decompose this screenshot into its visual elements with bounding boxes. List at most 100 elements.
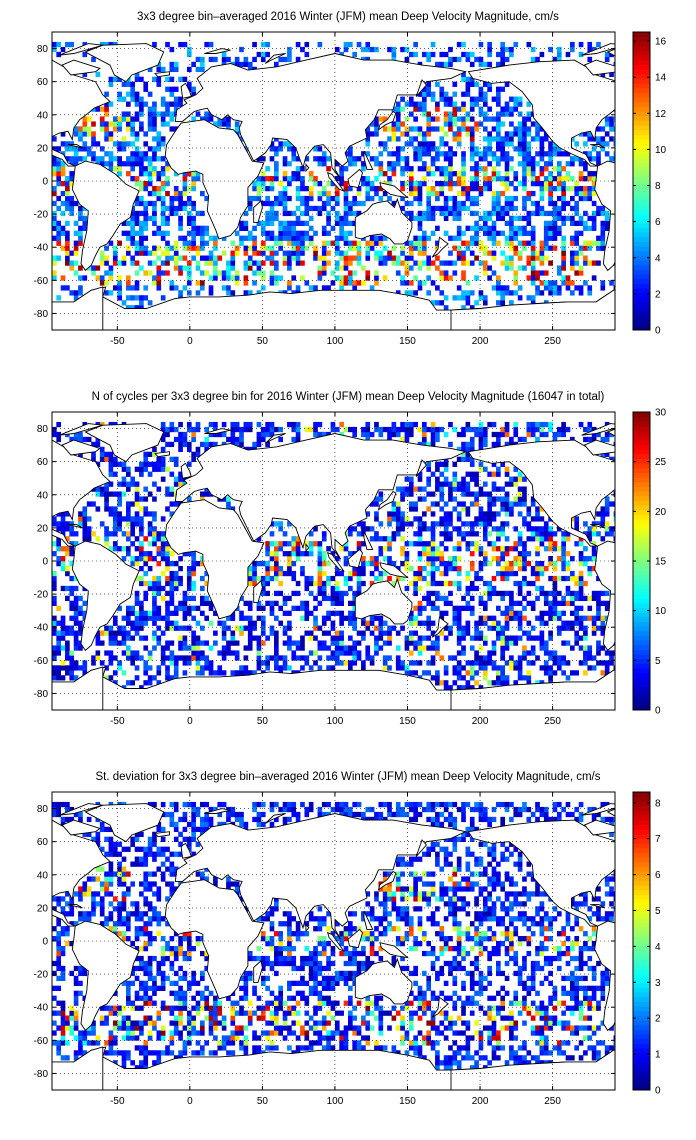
data-bin <box>578 190 584 197</box>
data-bin <box>613 511 615 517</box>
data-bin <box>391 56 397 63</box>
data-bin <box>104 255 109 261</box>
data-bin <box>448 171 453 177</box>
data-bin <box>504 615 510 621</box>
data-bin <box>165 215 170 222</box>
data-bin <box>561 200 566 207</box>
data-bin <box>134 220 140 226</box>
data-bin <box>191 551 196 557</box>
data-bin <box>134 665 140 671</box>
data-bin <box>134 156 140 162</box>
data-bin <box>378 496 384 502</box>
data-bin <box>186 580 192 587</box>
data-bin <box>482 166 488 172</box>
data-bin <box>326 230 331 236</box>
data-bin <box>552 575 558 582</box>
data-bin <box>86 146 92 152</box>
data-bin <box>139 171 144 177</box>
coastline <box>606 48 615 57</box>
data-bin <box>165 426 170 433</box>
data-bin <box>108 461 114 467</box>
data-bin <box>496 536 501 542</box>
data-bin <box>99 250 105 256</box>
data-bin <box>408 290 414 296</box>
data-bin <box>500 486 506 492</box>
data-bin <box>482 185 488 192</box>
data-bin <box>152 151 157 157</box>
data-bin <box>143 670 149 676</box>
data-bin <box>448 531 453 537</box>
data-bin <box>496 101 501 107</box>
data-bin <box>404 260 410 266</box>
data-bin <box>382 536 388 542</box>
data-bin <box>404 645 410 651</box>
data-bin <box>269 575 275 582</box>
data-bin <box>574 630 580 636</box>
data-bin <box>287 230 292 236</box>
data-bin <box>565 620 571 626</box>
data-bin <box>160 446 166 453</box>
data-bin <box>365 46 371 53</box>
data-bin <box>387 625 392 631</box>
data-bin <box>504 141 510 147</box>
data-bin <box>517 225 523 231</box>
data-bin <box>139 76 144 82</box>
data-bin <box>578 131 584 137</box>
data-bin <box>456 650 462 656</box>
data-bin <box>369 131 375 137</box>
data-bin <box>435 195 440 202</box>
data-bin <box>426 590 432 597</box>
data-bin <box>147 106 153 112</box>
data-bin <box>195 665 201 671</box>
data-bin <box>200 670 205 676</box>
data-bin <box>134 176 140 182</box>
data-bin <box>91 151 96 157</box>
data-bin <box>382 570 388 577</box>
data-bin <box>313 181 318 187</box>
data-bin <box>574 595 580 602</box>
data-bin <box>99 456 105 462</box>
data-bin <box>496 280 501 286</box>
data-bin <box>439 426 445 433</box>
data-bin <box>496 300 501 306</box>
data-bin <box>413 580 418 587</box>
data-bin <box>121 556 127 562</box>
data-bin <box>195 265 201 271</box>
data-bin <box>287 161 292 167</box>
data-bin <box>548 171 553 177</box>
data-bin <box>435 635 440 641</box>
data-bin <box>334 200 340 207</box>
data-bin <box>600 141 606 147</box>
data-bin <box>343 181 349 187</box>
data-bin <box>221 235 227 241</box>
data-bin <box>400 546 405 552</box>
data-bin <box>339 166 344 172</box>
data-bin <box>274 61 279 68</box>
data-bin <box>182 431 188 438</box>
data-bin <box>578 421 584 428</box>
data-bin <box>334 185 340 192</box>
data-bin <box>186 645 192 651</box>
data-bin <box>509 640 514 646</box>
data-bin <box>452 610 458 616</box>
y-tick-label: -60 <box>34 276 49 287</box>
data-bin <box>456 205 462 212</box>
data-bin <box>52 166 57 172</box>
data-bin <box>334 580 340 587</box>
data-bin <box>613 116 615 122</box>
data-bin <box>478 516 484 522</box>
data-bin <box>143 131 149 137</box>
data-bin <box>139 685 144 691</box>
data-bin <box>330 585 336 592</box>
data-bin <box>126 605 131 611</box>
data-bin <box>121 230 127 236</box>
data-bin <box>465 481 471 487</box>
data-bin <box>69 200 75 207</box>
data-bin <box>596 41 601 48</box>
data-bin <box>583 645 588 651</box>
data-bin <box>478 521 484 527</box>
data-bin <box>530 421 536 428</box>
data-bin <box>365 245 371 251</box>
data-bin <box>348 255 353 261</box>
data-bin <box>430 521 436 527</box>
